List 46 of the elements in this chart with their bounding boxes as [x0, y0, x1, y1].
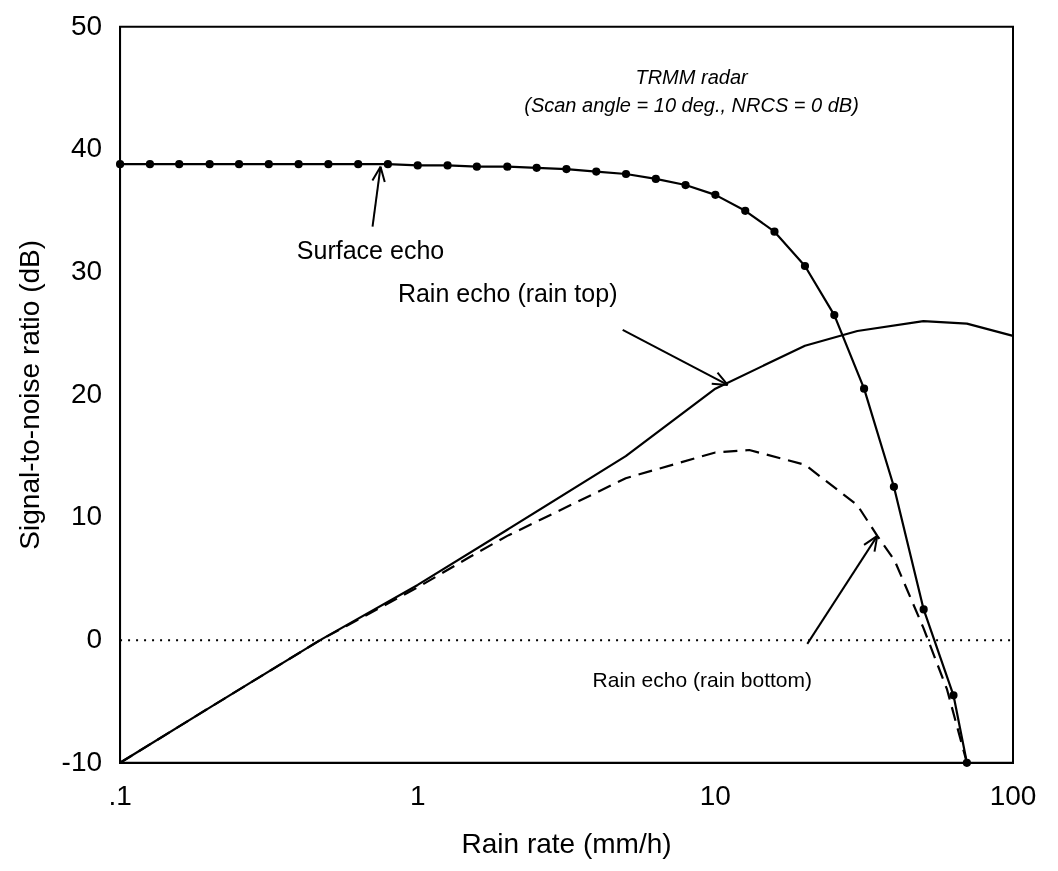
annotation: Rain echo (rain top): [397, 278, 618, 307]
point: [145, 160, 155, 169]
y-tick-label: 20: [70, 377, 103, 409]
point: [354, 160, 363, 169]
text: (Scan angle = 10 deg., NRCS = 0 dB): [524, 94, 859, 117]
point: [859, 384, 869, 393]
point: [532, 163, 541, 172]
point: [234, 160, 244, 169]
point: [770, 227, 779, 236]
point: [889, 482, 899, 491]
point: [443, 161, 452, 170]
y-tick-label: 0: [86, 622, 103, 654]
x-tick-label: 1: [409, 780, 426, 812]
point: [711, 190, 720, 199]
point: [830, 310, 839, 320]
y-tick-label: 50: [70, 9, 103, 41]
point: [919, 605, 928, 614]
x-tick-label: .1: [108, 780, 132, 812]
y-tick-label: 40: [70, 132, 103, 164]
x-tick-label: 100: [989, 780, 1037, 812]
y-axis-title: Signal-to-noise ratio (dB): [13, 239, 45, 550]
point: [324, 160, 333, 169]
point: [472, 162, 481, 171]
point: [949, 691, 958, 700]
point: [681, 180, 690, 190]
y-tick-label: 10: [70, 500, 103, 532]
annotation: Rain echo (rain bottom): [592, 667, 813, 691]
point: [413, 161, 422, 170]
y-tick-label: -10: [61, 745, 103, 777]
x-axis-title: Rain rate (mm/h): [461, 827, 672, 859]
point: [294, 160, 303, 169]
annotation: Surface echo: [296, 235, 445, 264]
x-tick-label: 10: [699, 780, 731, 812]
y-tick-label: 30: [70, 254, 103, 286]
point: [562, 164, 571, 174]
text: TRMM radar: [635, 66, 749, 89]
point: [503, 162, 512, 171]
point: [741, 206, 750, 215]
point: [621, 169, 631, 179]
point: [175, 160, 184, 169]
point: [205, 160, 214, 169]
point: [592, 167, 601, 176]
point: [651, 174, 660, 184]
point: [800, 261, 810, 271]
point: [264, 160, 273, 169]
point: [383, 160, 392, 169]
